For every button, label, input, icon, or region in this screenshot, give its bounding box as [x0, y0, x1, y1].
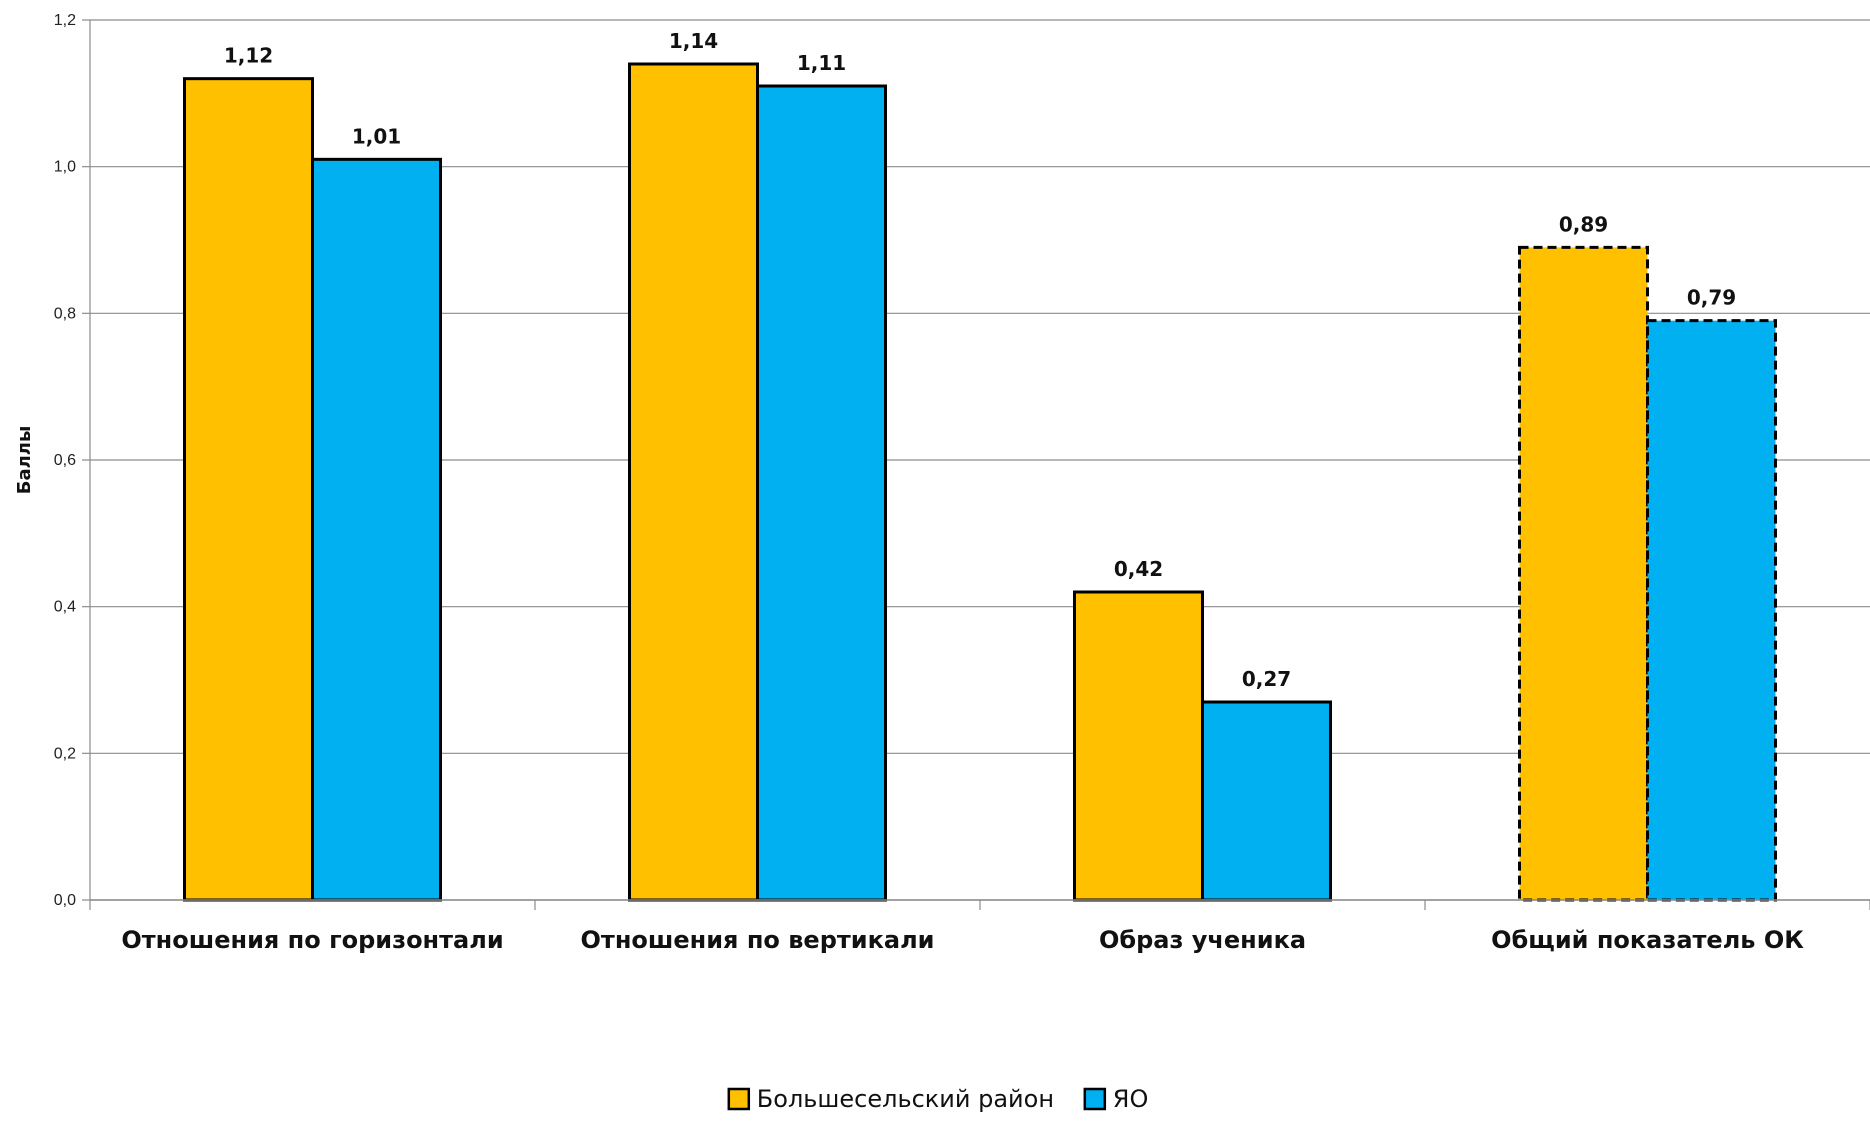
y-tick-label: 0,0 [54, 892, 76, 909]
bar [756, 84, 887, 902]
data-label: 1,14 [669, 29, 718, 53]
category-label: Отношения по горизонтали [121, 926, 503, 954]
legend-label: Большесельский район [757, 1085, 1054, 1113]
legend-swatch [727, 1087, 751, 1111]
y-tick-label: 0,6 [54, 452, 76, 469]
bar [183, 77, 314, 902]
data-label: 1,01 [352, 124, 401, 148]
data-label: 1,11 [797, 51, 846, 75]
category-label: Общий показатель ОК [1491, 926, 1804, 954]
bar [1201, 700, 1332, 902]
y-tick-label: 0,8 [54, 305, 76, 322]
legend-swatch [1083, 1087, 1107, 1111]
bar [311, 157, 442, 902]
data-label: 0,42 [1114, 557, 1163, 581]
legend-label: ЯО [1113, 1085, 1149, 1113]
bar [628, 62, 759, 902]
data-label: 0,79 [1687, 286, 1736, 310]
y-axis-title: Баллы [14, 426, 35, 495]
data-label: 0,27 [1242, 667, 1291, 691]
y-tick-label: 0,4 [54, 599, 76, 616]
category-label: Образ ученика [1099, 926, 1306, 954]
y-tick-label: 0,2 [54, 745, 76, 762]
y-tick-label: 1,2 [54, 12, 76, 29]
y-tick-label: 1,0 [54, 159, 76, 176]
bar [1518, 245, 1649, 902]
data-label: 1,12 [224, 44, 273, 68]
category-label: Отношения по вертикали [581, 926, 935, 954]
bar [1646, 319, 1777, 902]
data-label: 0,89 [1559, 212, 1608, 236]
bar [1073, 590, 1204, 902]
